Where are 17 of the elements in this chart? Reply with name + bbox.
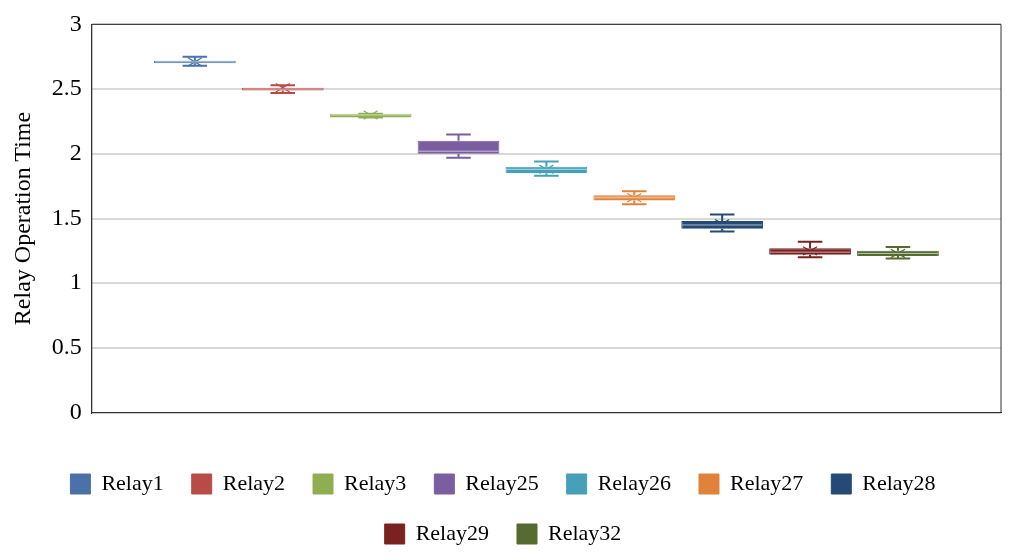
legend-label: Relay2 bbox=[222, 469, 286, 495]
y-tick-label: 0 bbox=[69, 397, 82, 424]
legend-label: Relay32 bbox=[548, 519, 622, 545]
y-tick-label: 1 bbox=[69, 268, 82, 295]
legend-label: Relay3 bbox=[344, 469, 407, 495]
legend-label: Relay28 bbox=[862, 469, 936, 495]
legend-label: Relay1 bbox=[101, 469, 164, 495]
y-tick-label: 2 bbox=[69, 139, 82, 166]
y-axis-title: Relay Operation Time bbox=[8, 111, 35, 326]
y-tick-label: 1.5 bbox=[51, 203, 82, 230]
legend-label: Relay27 bbox=[729, 469, 804, 495]
legend-label: Relay25 bbox=[465, 469, 539, 495]
legend-label: Relay29 bbox=[415, 519, 490, 545]
y-tick-label: 3 bbox=[69, 9, 82, 36]
y-tick-label: 2.5 bbox=[51, 74, 82, 101]
legend-label: Relay26 bbox=[597, 469, 671, 495]
y-tick-label: 0.5 bbox=[51, 333, 82, 360]
